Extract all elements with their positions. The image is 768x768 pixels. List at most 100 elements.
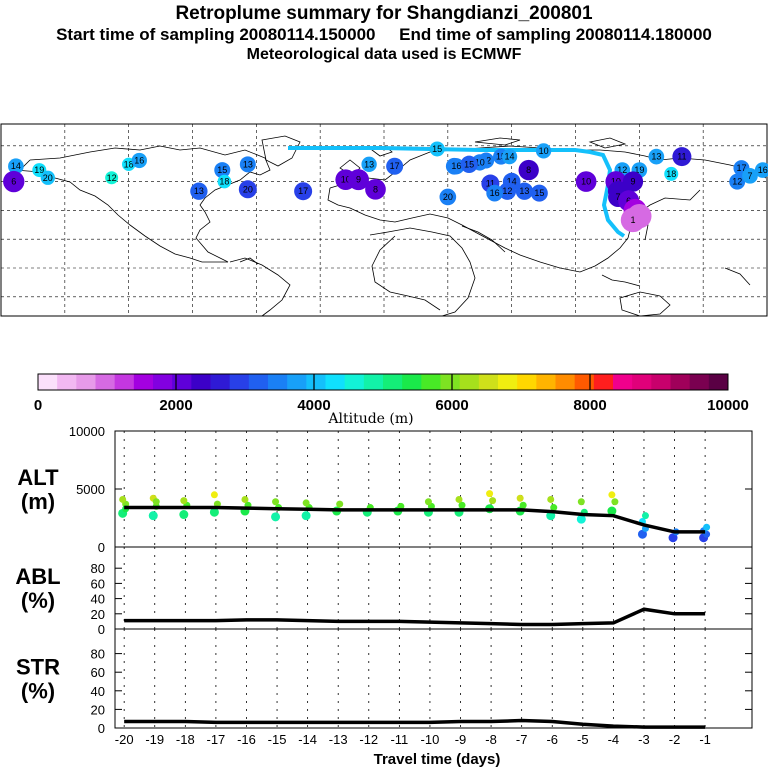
cluster-label: 13: [519, 186, 529, 196]
cluster-label: 15: [534, 188, 544, 198]
cluster-label: 16: [490, 188, 500, 198]
x-tick-label: -16: [237, 732, 256, 747]
colorbar-swatch: [440, 374, 461, 390]
cluster-dot: [239, 156, 256, 173]
x-tick-label: -14: [298, 732, 317, 747]
colorbar-swatch: [613, 374, 633, 390]
cluster-dot: [530, 184, 548, 202]
colorbar-swatch: [363, 374, 384, 390]
time-series-panels: 0500010000ALT(m)020406080ABL(%)020406080…: [15, 424, 753, 768]
x-tick-label: -9: [455, 732, 467, 747]
alt-scatter-point: [486, 490, 494, 498]
cluster-marker: 12: [498, 182, 517, 200]
y-tick-label: 0: [98, 622, 105, 637]
cluster-label: 16: [451, 161, 461, 171]
cluster-label: 6: [11, 177, 16, 187]
cluster-marker: 16: [486, 184, 503, 202]
panel-frame: [114, 546, 753, 630]
colorbar-swatch: [191, 374, 211, 390]
colorbar-tick-label: 10000: [707, 397, 749, 414]
cluster-label: 19: [634, 165, 644, 175]
cluster-label: 10: [539, 146, 549, 156]
cluster-dot: [664, 166, 679, 181]
cluster-marker: 16: [448, 158, 465, 175]
x-tick-label: -10: [421, 732, 440, 747]
alt-panel: 0 5000 10000 ALT(m): [17, 424, 753, 555]
colorbar: 0 2000 4000 6000 8000 10000 Altitude (m): [34, 373, 749, 427]
alt-scatter-point: [424, 498, 432, 506]
colorbar-swatch: [76, 374, 96, 390]
cluster-marker: 17: [386, 157, 404, 175]
x-tick-label: -4: [608, 732, 620, 747]
colorbar-swatch: [344, 374, 365, 390]
alt-scatter-point: [209, 507, 219, 517]
panel-label-unit: (m): [21, 489, 55, 514]
colorbar-tick-label: 4000: [297, 397, 330, 414]
cluster-marker: 11: [672, 147, 692, 167]
alt-scatter-point: [301, 511, 311, 521]
alt-scatter-point: [210, 491, 218, 499]
cluster-label: 6: [626, 196, 631, 206]
y-tick-label: 60: [91, 665, 105, 680]
alt-scatter-point: [516, 494, 524, 502]
cluster-marker: 10: [575, 171, 597, 192]
cluster-marker: 10: [535, 143, 552, 159]
colorbar-swatch: [325, 374, 346, 390]
cluster-marker: 16: [754, 162, 768, 178]
cluster-dot: [347, 169, 369, 191]
cluster-label: 15: [496, 152, 506, 162]
cluster-marker: 1: [620, 207, 646, 233]
y-tick-label: 0: [98, 721, 105, 736]
cluster-label: 15: [217, 165, 227, 175]
y-tick-label: 60: [91, 576, 105, 591]
cluster-label: 1: [630, 215, 635, 225]
cluster-dot: [386, 157, 404, 175]
colorbar-swatch: [229, 374, 250, 390]
cluster-marker: 9: [622, 171, 644, 192]
cluster-label: 10: [581, 177, 591, 187]
chart-title: Retroplume summary for Shangdianzi_20080…: [175, 3, 593, 24]
cluster-marker: 18: [217, 174, 232, 189]
alt-scatter-point: [550, 504, 558, 512]
cluster-label: 11: [486, 179, 495, 189]
cluster-marker: 17: [294, 182, 313, 201]
alt-scatter-point: [519, 501, 527, 509]
cluster-dot: [131, 152, 147, 169]
cluster-label: 9: [630, 177, 635, 187]
alt-scatter-point: [302, 499, 310, 507]
cluster-dot: [648, 148, 665, 165]
panel-label-name: ALT: [17, 465, 59, 490]
colorbar-swatches: [38, 374, 729, 390]
map-panel: 1510131115141210131717161581219181716141…: [0, 123, 768, 317]
cluster-label: 20: [43, 173, 53, 183]
cluster-marker: 18: [664, 166, 679, 181]
cluster-marker: 12: [729, 173, 746, 190]
cluster-label: 13: [194, 186, 204, 196]
cluster-marker: 13: [239, 156, 256, 173]
colorbar-swatch: [172, 374, 192, 390]
colorbar-swatch: [114, 374, 135, 390]
cluster-label: 12: [502, 186, 512, 196]
cluster-dot: [620, 207, 646, 233]
cluster-marker: 6: [3, 170, 25, 193]
alt-scatter-point: [119, 495, 127, 503]
colorbar-swatch: [268, 374, 288, 390]
cluster-marker: 7: [742, 168, 758, 184]
cluster-markers: 1510131115141210131717161581219181716141…: [3, 141, 768, 233]
colorbar-swatch: [248, 374, 269, 390]
colorbar-swatch: [287, 374, 307, 390]
cluster-label: 18: [124, 159, 134, 169]
cluster-marker: 15: [429, 141, 445, 157]
cluster-label: 13: [243, 159, 253, 169]
cluster-label: 19: [34, 165, 44, 175]
cluster-label: 10: [475, 157, 485, 167]
cluster-dot: [3, 170, 25, 193]
colorbar-swatch: [306, 374, 326, 390]
alt-scatter-point: [241, 495, 249, 503]
colorbar-swatch: [402, 374, 422, 390]
alt-scatter-point: [180, 497, 188, 505]
cluster-dot: [515, 182, 534, 200]
cluster-marker: 13: [361, 156, 377, 172]
x-tick-label: -5: [577, 732, 589, 747]
cluster-marker: 8: [518, 159, 539, 181]
